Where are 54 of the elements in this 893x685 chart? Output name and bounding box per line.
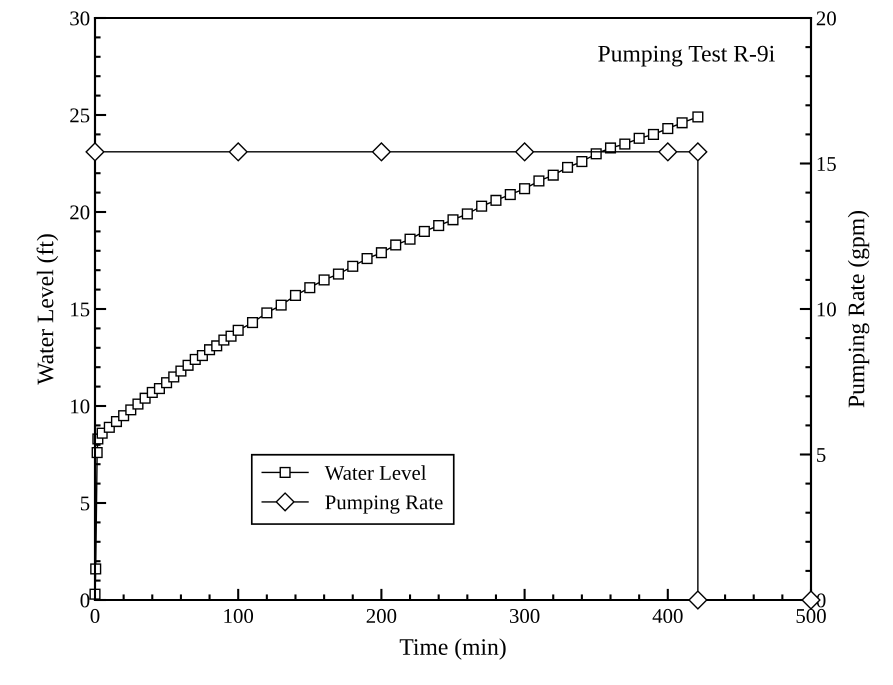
point bbox=[246, 317, 258, 328]
point bbox=[276, 300, 287, 311]
y2-axis-title: Pumping Rate (gpm) bbox=[848, 211, 870, 408]
point bbox=[418, 226, 430, 237]
point bbox=[261, 307, 272, 318]
point bbox=[548, 170, 559, 181]
legend-label: Water Level bbox=[324, 465, 426, 480]
y-axis-title: Water Level (ft) bbox=[36, 234, 58, 385]
y-tick-label: 30 bbox=[70, 11, 90, 26]
x-tick-label: 400 bbox=[652, 608, 683, 623]
point bbox=[648, 128, 660, 140]
point bbox=[433, 220, 444, 232]
point bbox=[347, 260, 358, 272]
point bbox=[562, 162, 574, 173]
x-tick-label: 300 bbox=[510, 608, 540, 623]
point bbox=[390, 239, 402, 251]
y-tick-label: 0 bbox=[80, 593, 90, 608]
point bbox=[533, 175, 544, 187]
legend-label: Pumping Rate bbox=[325, 495, 443, 514]
point bbox=[619, 138, 630, 150]
y-tick-label: 25 bbox=[70, 108, 90, 122]
point bbox=[404, 234, 416, 245]
point bbox=[490, 194, 502, 206]
point bbox=[519, 183, 530, 194]
y-tick-label: 20 bbox=[70, 205, 90, 220]
x-axis-title: Time (min) bbox=[400, 638, 506, 660]
text: Pumping Test R-9i bbox=[598, 46, 775, 67]
x-tick-label: 200 bbox=[366, 608, 396, 623]
y2-tick-label: 15 bbox=[818, 156, 836, 171]
point bbox=[476, 200, 488, 212]
point bbox=[318, 274, 330, 286]
point bbox=[362, 253, 373, 264]
y2-tick-label: 10 bbox=[818, 302, 836, 316]
y2-tick-label: 5 bbox=[817, 448, 826, 462]
point bbox=[304, 282, 316, 294]
point bbox=[676, 117, 688, 128]
x-tick-label: 100 bbox=[224, 608, 254, 623]
point bbox=[232, 324, 244, 336]
y-tick-label: 15 bbox=[71, 302, 90, 316]
point bbox=[504, 188, 516, 200]
point bbox=[462, 208, 473, 220]
point bbox=[447, 214, 459, 226]
y-tick-label: 10 bbox=[71, 399, 90, 414]
point bbox=[376, 247, 387, 258]
x-tick-label: 0 bbox=[90, 608, 100, 623]
point bbox=[662, 123, 674, 134]
point bbox=[576, 156, 588, 168]
point bbox=[634, 132, 645, 144]
point bbox=[290, 290, 302, 301]
y2-tick-label: 20 bbox=[816, 11, 836, 26]
x-tick-label: 500 bbox=[796, 608, 826, 623]
point bbox=[692, 111, 704, 122]
point bbox=[332, 268, 344, 280]
y-tick-label: 5 bbox=[80, 496, 90, 510]
